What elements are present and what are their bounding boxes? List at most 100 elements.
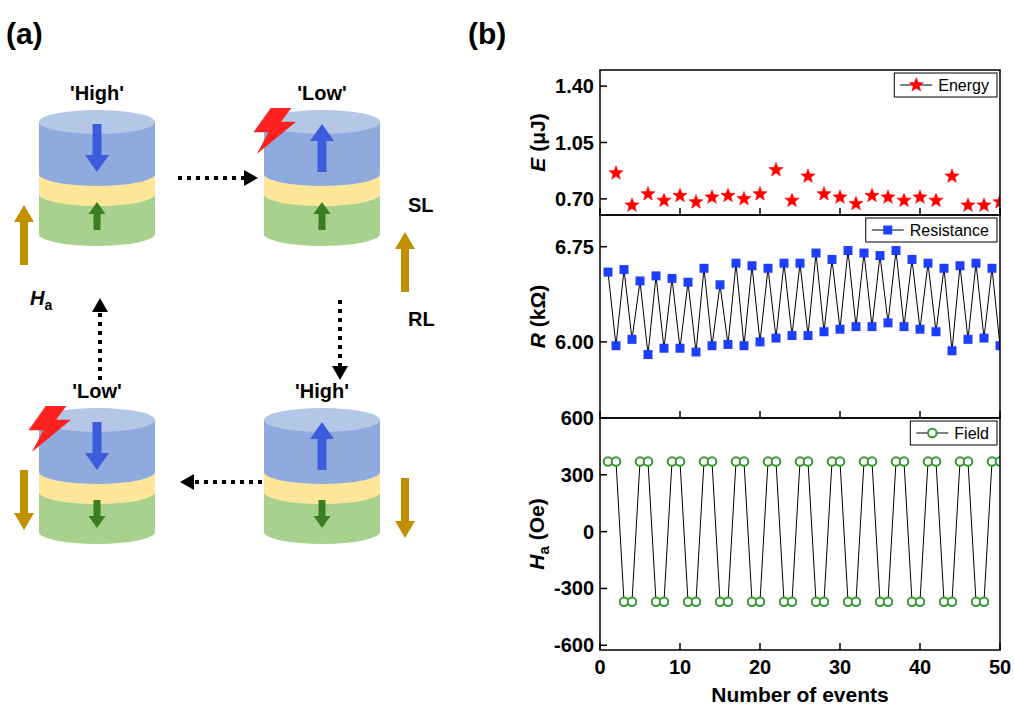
circle-marker — [884, 597, 893, 606]
x-tick — [919, 208, 921, 215]
square-marker — [892, 246, 901, 255]
field-arrow — [395, 478, 415, 538]
square-marker — [732, 259, 741, 268]
reference-layer-arrow — [314, 202, 331, 230]
y-tick — [600, 142, 607, 144]
square-marker — [964, 335, 973, 344]
square-marker — [684, 278, 693, 287]
square-marker — [932, 327, 941, 336]
legend-label: Resistance — [910, 222, 989, 239]
y-tick — [600, 341, 607, 343]
x-tick — [839, 643, 841, 650]
y-tick — [600, 645, 607, 647]
transition-arrow-head — [92, 298, 108, 312]
x-tick — [919, 643, 921, 650]
y-axis-title-unit: (Oe) — [525, 498, 548, 546]
y-tick-label: 1.05 — [555, 132, 594, 154]
series-line — [608, 251, 1000, 355]
circle-marker — [820, 597, 829, 606]
plot-frame — [600, 418, 1000, 650]
square-marker — [812, 249, 821, 258]
storage-layer — [39, 122, 155, 186]
circle-marker — [660, 597, 669, 606]
chart-panel: 6.006.75R (kΩ)Resistance — [526, 215, 1004, 418]
y-tick — [600, 85, 607, 87]
x-tick-label: 20 — [749, 656, 771, 678]
state-label: 'Low' — [72, 380, 122, 402]
y-tick-label: 1.40 — [555, 75, 594, 97]
diagram: 'High''Low''High''Low'SLRLHa — [14, 82, 435, 544]
x-tick — [759, 208, 761, 215]
square-marker — [988, 264, 997, 273]
square-marker — [780, 259, 789, 268]
star-marker — [785, 193, 799, 207]
field-label: Ha — [30, 287, 52, 313]
y-tick — [600, 246, 607, 248]
circle-marker — [612, 457, 621, 466]
circle-marker — [916, 597, 925, 606]
star-marker — [721, 188, 735, 202]
star-marker — [833, 190, 847, 204]
y-axis-title: R (kΩ) — [526, 285, 549, 349]
plot-data — [609, 162, 1000, 211]
square-marker — [772, 334, 781, 343]
y-tick-label: 600 — [561, 407, 594, 429]
star-marker — [769, 162, 783, 176]
y-tick-label: 0.70 — [555, 188, 594, 210]
y-axis-title: Ha (Oe) — [525, 498, 552, 569]
square-marker — [660, 344, 669, 353]
y-axis-title-symbol: E — [526, 157, 549, 172]
series-line — [608, 462, 1000, 602]
plot-frame — [600, 215, 1000, 418]
star-marker — [945, 169, 959, 183]
x-tick-label: 50 — [989, 656, 1011, 678]
circle-marker — [756, 597, 765, 606]
star-marker — [881, 190, 895, 204]
square-marker — [788, 331, 797, 340]
star-marker — [705, 190, 719, 204]
square-marker — [748, 261, 757, 270]
transition-arrow-head — [332, 366, 348, 380]
circle-marker — [788, 597, 797, 606]
x-axis-title: Number of events — [711, 683, 888, 706]
square-marker — [883, 226, 892, 235]
star-marker — [737, 191, 751, 205]
layer-label: RL — [408, 308, 435, 330]
circle-marker — [708, 457, 717, 466]
transition-arrow-head — [244, 170, 258, 186]
x-tick — [919, 411, 921, 418]
x-tick — [679, 208, 681, 215]
circle-marker — [900, 457, 909, 466]
square-marker — [804, 331, 813, 340]
state-label: 'High' — [70, 82, 124, 104]
y-tick-label: 0 — [583, 521, 594, 543]
y-axis-title-unit: (μJ) — [526, 113, 549, 157]
legend-label: Field — [954, 425, 989, 442]
square-marker — [948, 346, 957, 355]
star-marker — [897, 193, 911, 207]
star-marker — [993, 195, 1000, 209]
square-marker — [820, 327, 829, 336]
circle-marker — [644, 457, 653, 466]
x-tick — [759, 411, 761, 418]
y-axis-title-unit: (kΩ) — [526, 285, 549, 333]
square-marker — [604, 268, 613, 277]
square-marker — [708, 341, 717, 350]
layer-label: SL — [408, 194, 434, 216]
circle-marker — [628, 597, 637, 606]
square-marker — [844, 246, 853, 255]
square-marker — [836, 325, 845, 334]
y-tick — [600, 588, 607, 590]
y-tick-label: 6.00 — [555, 331, 594, 353]
mtj-state: 'Low' — [253, 82, 415, 292]
square-marker — [908, 255, 917, 264]
x-tick-label: 0 — [594, 656, 605, 678]
square-marker — [628, 335, 637, 344]
x-tick — [679, 643, 681, 650]
storage-layer — [264, 420, 380, 484]
square-marker — [612, 341, 621, 350]
y-tick-label: -600 — [554, 634, 594, 656]
state-label: 'Low' — [297, 82, 347, 104]
current-pulse — [253, 108, 296, 154]
circle-marker — [804, 457, 813, 466]
